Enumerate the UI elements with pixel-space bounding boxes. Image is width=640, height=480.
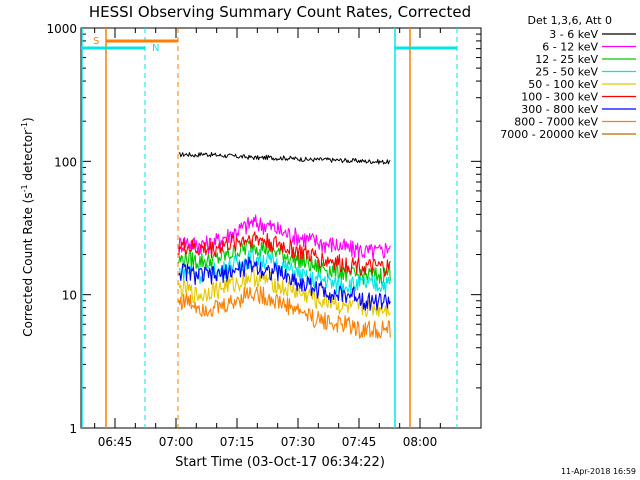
y-tick-label: 1: [69, 422, 77, 436]
series-line-0: [178, 152, 391, 165]
footer-timestamp: 11-Apr-2018 16:59: [561, 467, 636, 476]
x-tick-label: 07:45: [342, 435, 377, 449]
x-tick-label: 07:00: [159, 435, 194, 449]
legend-label: 100 - 300 keV: [521, 91, 598, 104]
x-axis-label: Start Time (03-Oct-17 06:34:22): [175, 455, 385, 470]
y-axis-label-sup1: -1: [20, 184, 29, 192]
x-tick-label: 06:45: [98, 435, 133, 449]
x-tick-label: 07:15: [220, 435, 255, 449]
y-axis-label-part3: ): [21, 117, 35, 122]
legend-label: 3 - 6 keV: [549, 28, 598, 41]
plot-area: 1 10 100 1000 06:45 07:00 07:15 07:30 07:45 08:00…: [46, 22, 482, 449]
y-tick-label: 1000: [46, 22, 77, 36]
x-tick-label: 08:00: [403, 435, 438, 449]
y-axis-label-part2: detector: [21, 130, 35, 185]
legend-label: 12 - 25 keV: [535, 53, 598, 66]
legend-label: 6 - 12 keV: [542, 41, 598, 54]
y-axis-label: Corrected Count Rate (s-1 detector-1): [20, 117, 35, 336]
plot-frame: [80, 27, 482, 429]
legend-label: 7000 - 20000 keV: [500, 128, 598, 141]
legend-label: 50 - 100 keV: [528, 78, 598, 91]
y-tick-label: 10: [62, 289, 77, 303]
legend-label: 300 - 800 keV: [521, 103, 598, 116]
series-line-5: [178, 231, 391, 277]
series-line-3: [178, 248, 391, 295]
legend-label: 25 - 50 keV: [535, 66, 598, 79]
series-line-7: [178, 286, 391, 339]
y-axis-label-part1: Corrected Count Rate (s: [21, 192, 35, 336]
flag-label-n: N: [152, 43, 159, 54]
y-tick-label: 100: [54, 155, 77, 169]
x-tick-label: 07:30: [281, 435, 316, 449]
chart-title: HESSI Observing Summary Count Rates, Cor…: [89, 3, 471, 21]
y-axis-label-sup2: -1: [20, 122, 29, 130]
legend-title: Det 1,3,6, Att 0: [528, 14, 612, 27]
flag-label-s: S: [93, 36, 99, 47]
series-line-1: [178, 214, 391, 261]
series-line-6: [178, 256, 391, 311]
legend-label: 800 - 7000 keV: [514, 116, 598, 129]
